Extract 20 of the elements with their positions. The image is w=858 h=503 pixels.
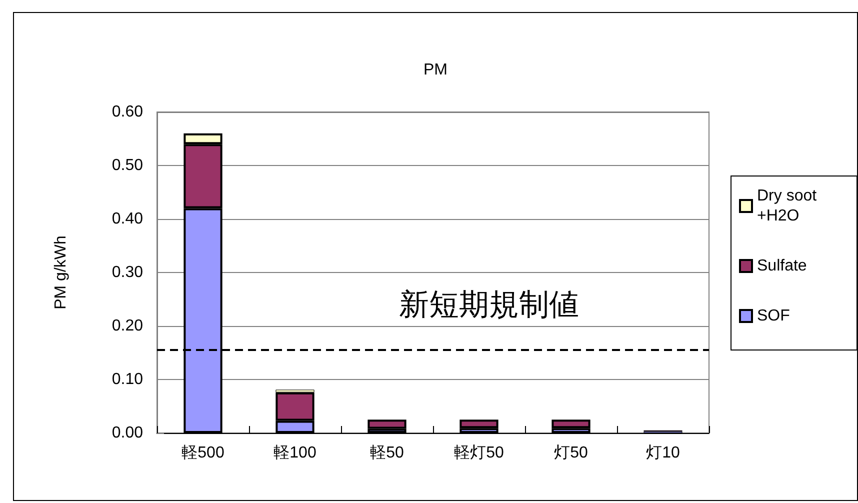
- x-tick-label: 軽500: [182, 444, 224, 462]
- x-tick-label: 灯50: [554, 444, 588, 462]
- x-tick-label: 軽100: [274, 444, 316, 462]
- y-tick-label: 0.00: [112, 424, 144, 442]
- chart-title: PM: [424, 62, 448, 78]
- y-tick-label: 0.40: [112, 210, 144, 228]
- x-tick-label: 軽灯50: [454, 444, 504, 462]
- y-axis-title: PM g/kWh: [52, 236, 70, 310]
- legend-label: SOF: [757, 308, 790, 324]
- ref-line-label: 新短期規制値: [399, 288, 579, 322]
- x-tick-label: 軽50: [370, 444, 404, 462]
- legend-label: Dry soot +H2O: [757, 188, 822, 224]
- bar: [368, 420, 406, 429]
- y-tick-label: 0.30: [112, 264, 144, 281]
- y-tick-label: 0.20: [112, 318, 144, 334]
- legend-label: Sulfate: [757, 258, 807, 274]
- y-tick-label: 0.10: [112, 371, 144, 388]
- y-tick-label: 0.60: [112, 104, 144, 120]
- x-tick-label: 灯10: [646, 444, 680, 462]
- y-tick-label: 0.50: [112, 157, 144, 174]
